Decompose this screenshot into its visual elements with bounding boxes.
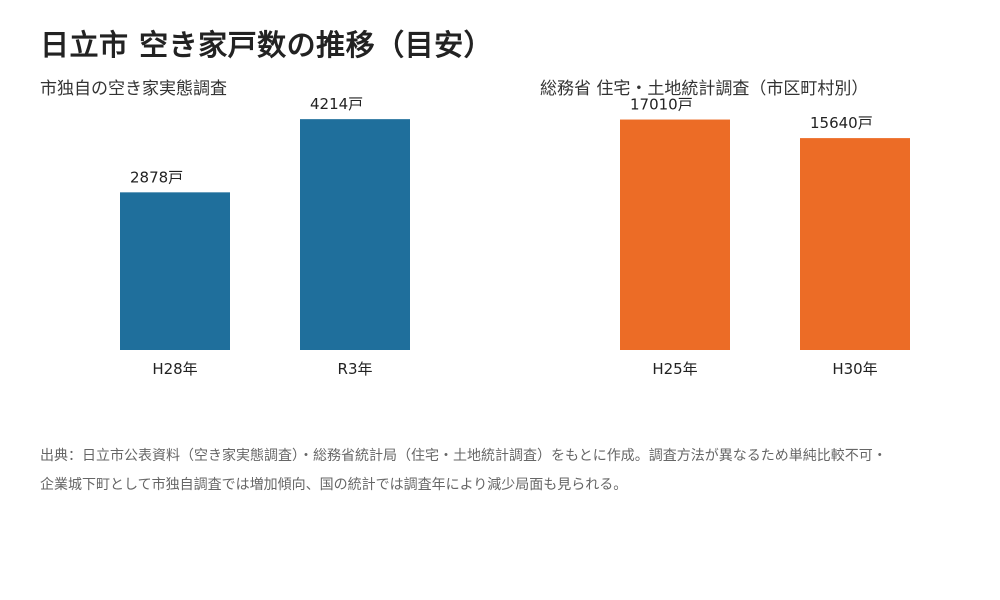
data-label-H30年: 15640戸 bbox=[810, 114, 873, 132]
source-note-line-2: 企業城下町として市独自調査では増加傾向、国の統計では調査年により減少局面も見られ… bbox=[40, 477, 628, 493]
data-label-R3年: 4214戸 bbox=[310, 95, 363, 113]
panel-title-1: 市独自の空き家実態調査 bbox=[40, 79, 227, 99]
data-label-H25年: 17010戸 bbox=[630, 96, 693, 114]
x-tick-label-H30年: H30年 bbox=[832, 360, 877, 378]
bar-H28年 bbox=[120, 192, 230, 350]
source-notes: 出典：日立市公表資料（空き家実態調査）・総務省統計局（住宅・土地統計調査）をもと… bbox=[40, 442, 1000, 500]
bar-H25年 bbox=[620, 119, 730, 351]
x-tick-label-R3年: R3年 bbox=[338, 360, 373, 378]
data-label-H28年: 2878戸 bbox=[130, 168, 183, 186]
source-note-line-1: 出典：日立市公表資料（空き家実態調査）・総務省統計局（住宅・土地統計調査）をもと… bbox=[40, 448, 887, 464]
chart-title: 日立市 空き家戸数の推移（目安） bbox=[40, 28, 494, 62]
bar-R3年 bbox=[300, 119, 410, 350]
x-tick-label-H28年: H28年 bbox=[152, 360, 197, 378]
bar-H30年 bbox=[800, 138, 910, 350]
x-tick-label-H25年: H25年 bbox=[652, 360, 697, 378]
panel-title-2: 総務省 住宅・土地統計調査（市区町村別） bbox=[540, 79, 868, 99]
